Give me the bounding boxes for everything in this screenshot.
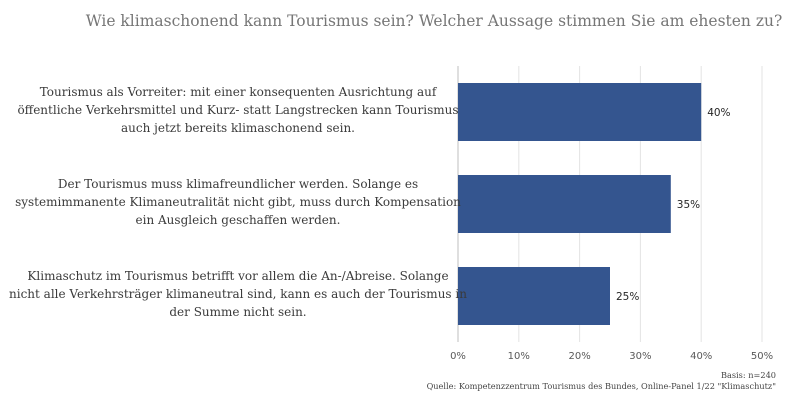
chart-title: Wie klimaschonend kann Tourismus sein? W… — [0, 12, 798, 30]
bar — [458, 83, 702, 141]
source-note: Quelle: Kompetenzzentrum Tourismus des B… — [426, 381, 776, 391]
x-tick-label: 30% — [629, 351, 651, 362]
category-label: Tourismus als Vorreiter: mit einer konse… — [17, 85, 458, 135]
x-tick-label: 20% — [568, 351, 590, 362]
bars — [458, 83, 702, 325]
category-label: Klimaschutz im Tourismus betrifft vor al… — [9, 269, 467, 319]
data-labels: 40% 35% 25% — [616, 107, 731, 303]
category-labels: Tourismus als Vorreiter: mit einer konse… — [9, 85, 467, 319]
data-label: 25% — [616, 291, 639, 303]
basis-note: Basis: n=240 — [720, 370, 776, 380]
bar — [458, 175, 671, 233]
data-label: 35% — [677, 199, 700, 211]
x-tick-label: 0% — [450, 351, 466, 362]
x-tick-label: 10% — [508, 351, 530, 362]
category-label: Der Tourismus muss klimafreundlicher wer… — [15, 177, 461, 227]
bar — [458, 267, 610, 325]
x-axis-ticks: 0% 10% 20% 30% 40% 50% — [450, 351, 773, 362]
chart-title-text: Wie klimaschonend kann Tourismus sein? W… — [85, 12, 783, 30]
x-tick-label: 40% — [690, 351, 712, 362]
data-label: 40% — [707, 107, 730, 119]
x-tick-label: 50% — [751, 351, 773, 362]
